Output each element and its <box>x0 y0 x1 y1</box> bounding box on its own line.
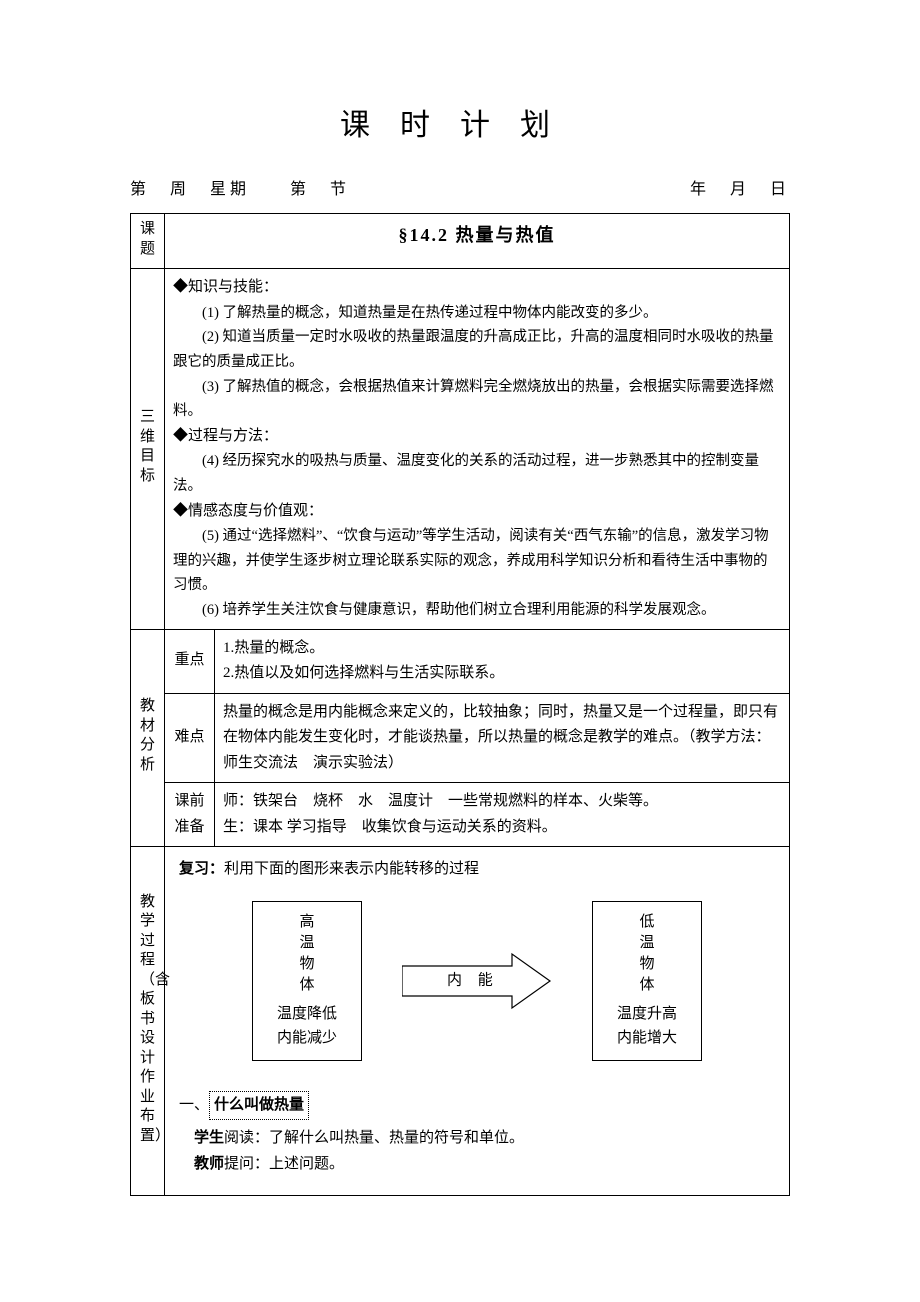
goals-g6: (6) 培养学生关注饮食与健康意识，帮助他们树立合理利用能源的科学发展观念。 <box>173 598 781 623</box>
analysis-label: 教材分析 <box>140 697 155 775</box>
review-text: 利用下面的图形来表示内能转移的过程 <box>224 861 479 877</box>
header-left: 第 周 星期 第 节 <box>130 176 526 203</box>
arrow-label: 内 能 <box>447 968 499 994</box>
student-read-text: 阅读：了解什么叫热量、热量的符号和单位。 <box>224 1130 524 1146</box>
goals-h2: ◆过程与方法： <box>173 424 781 450</box>
goals-g1: (1) 了解热量的概念，知道热量是在热传递过程中物体内能改变的多少。 <box>173 301 781 326</box>
goals-g3: (3) 了解热值的概念，会根据热值来计算燃料完全燃烧放出的热量，会根据实际需要选… <box>173 375 781 424</box>
process-cell: 复习：利用下面的图形来表示内能转移的过程 高温物体 温度降低 内能减少 内 能 … <box>165 847 790 1196</box>
key-text: 1.热量的概念。 2.热值以及如何选择燃料与生活实际联系。 <box>215 629 790 693</box>
topic-title: §14.2 热量与热值 <box>165 214 790 269</box>
energy-transfer-diagram: 高温物体 温度降低 内能减少 内 能 低温物体 温度升高 内能增大 <box>179 901 775 1061</box>
low-temp-l2: 内能增大 <box>617 1030 677 1046</box>
review-line: 复习：利用下面的图形来表示内能转移的过程 <box>179 857 775 883</box>
header-right: 年 月 日 <box>526 176 790 203</box>
low-temp-label: 低温物体 <box>640 912 655 996</box>
goals-label-cell: 三维目标 <box>131 269 165 630</box>
teacher-ask-line: 教师提问：上述问题。 <box>179 1152 775 1178</box>
student-read-line: 学生阅读：了解什么叫热量、热量的符号和单位。 <box>179 1126 775 1152</box>
high-temp-l2: 内能减少 <box>277 1030 337 1046</box>
high-temp-label: 高温物体 <box>299 912 314 996</box>
prep-text: 师：铁架台 烧杯 水 温度计 一些常规燃料的样本、火柴等。 生：课本 学习指导 … <box>215 783 790 847</box>
goals-g2: (2) 知道当质量一定时水吸收的热量跟温度的升高成正比，升高的温度相同时水吸收的… <box>173 325 781 374</box>
arrow-wrap: 内 能 <box>402 951 552 1011</box>
goals-h1: ◆知识与技能： <box>173 275 781 301</box>
goals-g5: (5) 通过“选择燃料”、“饮食与运动”等学生活动，阅读有关“西气东输”的信息，… <box>173 524 781 598</box>
page-title: 课时计划 <box>130 100 790 151</box>
goals-h3: ◆情感态度与价值观： <box>173 499 781 525</box>
header-line: 第 周 星期 第 节 年 月 日 <box>130 176 790 203</box>
process-label: 教学过程（含板书设计 作业布置） <box>140 893 155 1147</box>
lesson-plan-table: 课题 §14.2 热量与热值 三维目标 ◆知识与技能： (1) 了解热量的概念，… <box>130 213 790 1196</box>
goals-cell: ◆知识与技能： (1) 了解热量的概念，知道热量是在热传递过程中物体内能改变的多… <box>165 269 790 630</box>
hard-text: 热量的概念是用内能概念来定义的，比较抽象；同时，热量又是一个过程量，即只有在物体… <box>215 693 790 783</box>
topic-label-cell: 课题 <box>131 214 165 269</box>
student-label: 学生 <box>194 1130 224 1146</box>
section-head: 一、什么叫做热量 <box>179 1091 775 1121</box>
teacher-label: 教师 <box>194 1156 224 1172</box>
section-number: 一、 <box>179 1097 209 1113</box>
low-temp-l1: 温度升高 <box>617 1006 677 1022</box>
goals-label: 三维目标 <box>140 408 155 486</box>
prep-label: 课前准备 <box>165 783 215 847</box>
goals-g4: (4) 经历探究水的吸热与质量、温度变化的关系的活动过程，进一步熟悉其中的控制变… <box>173 449 781 498</box>
high-temp-l1: 温度降低 <box>277 1006 337 1022</box>
analysis-label-cell: 教材分析 <box>131 629 165 847</box>
review-label: 复习： <box>179 861 224 877</box>
low-temp-box: 低温物体 温度升高 内能增大 <box>592 901 702 1061</box>
teacher-ask-text: 提问：上述问题。 <box>224 1156 344 1172</box>
key-label: 重点 <box>165 629 215 693</box>
high-temp-box: 高温物体 温度降低 内能减少 <box>252 901 362 1061</box>
process-label-cell: 教学过程（含板书设计 作业布置） <box>131 847 165 1196</box>
topic-label: 课题 <box>140 220 155 259</box>
hard-label: 难点 <box>165 693 215 783</box>
section-title: 什么叫做热量 <box>209 1091 309 1121</box>
